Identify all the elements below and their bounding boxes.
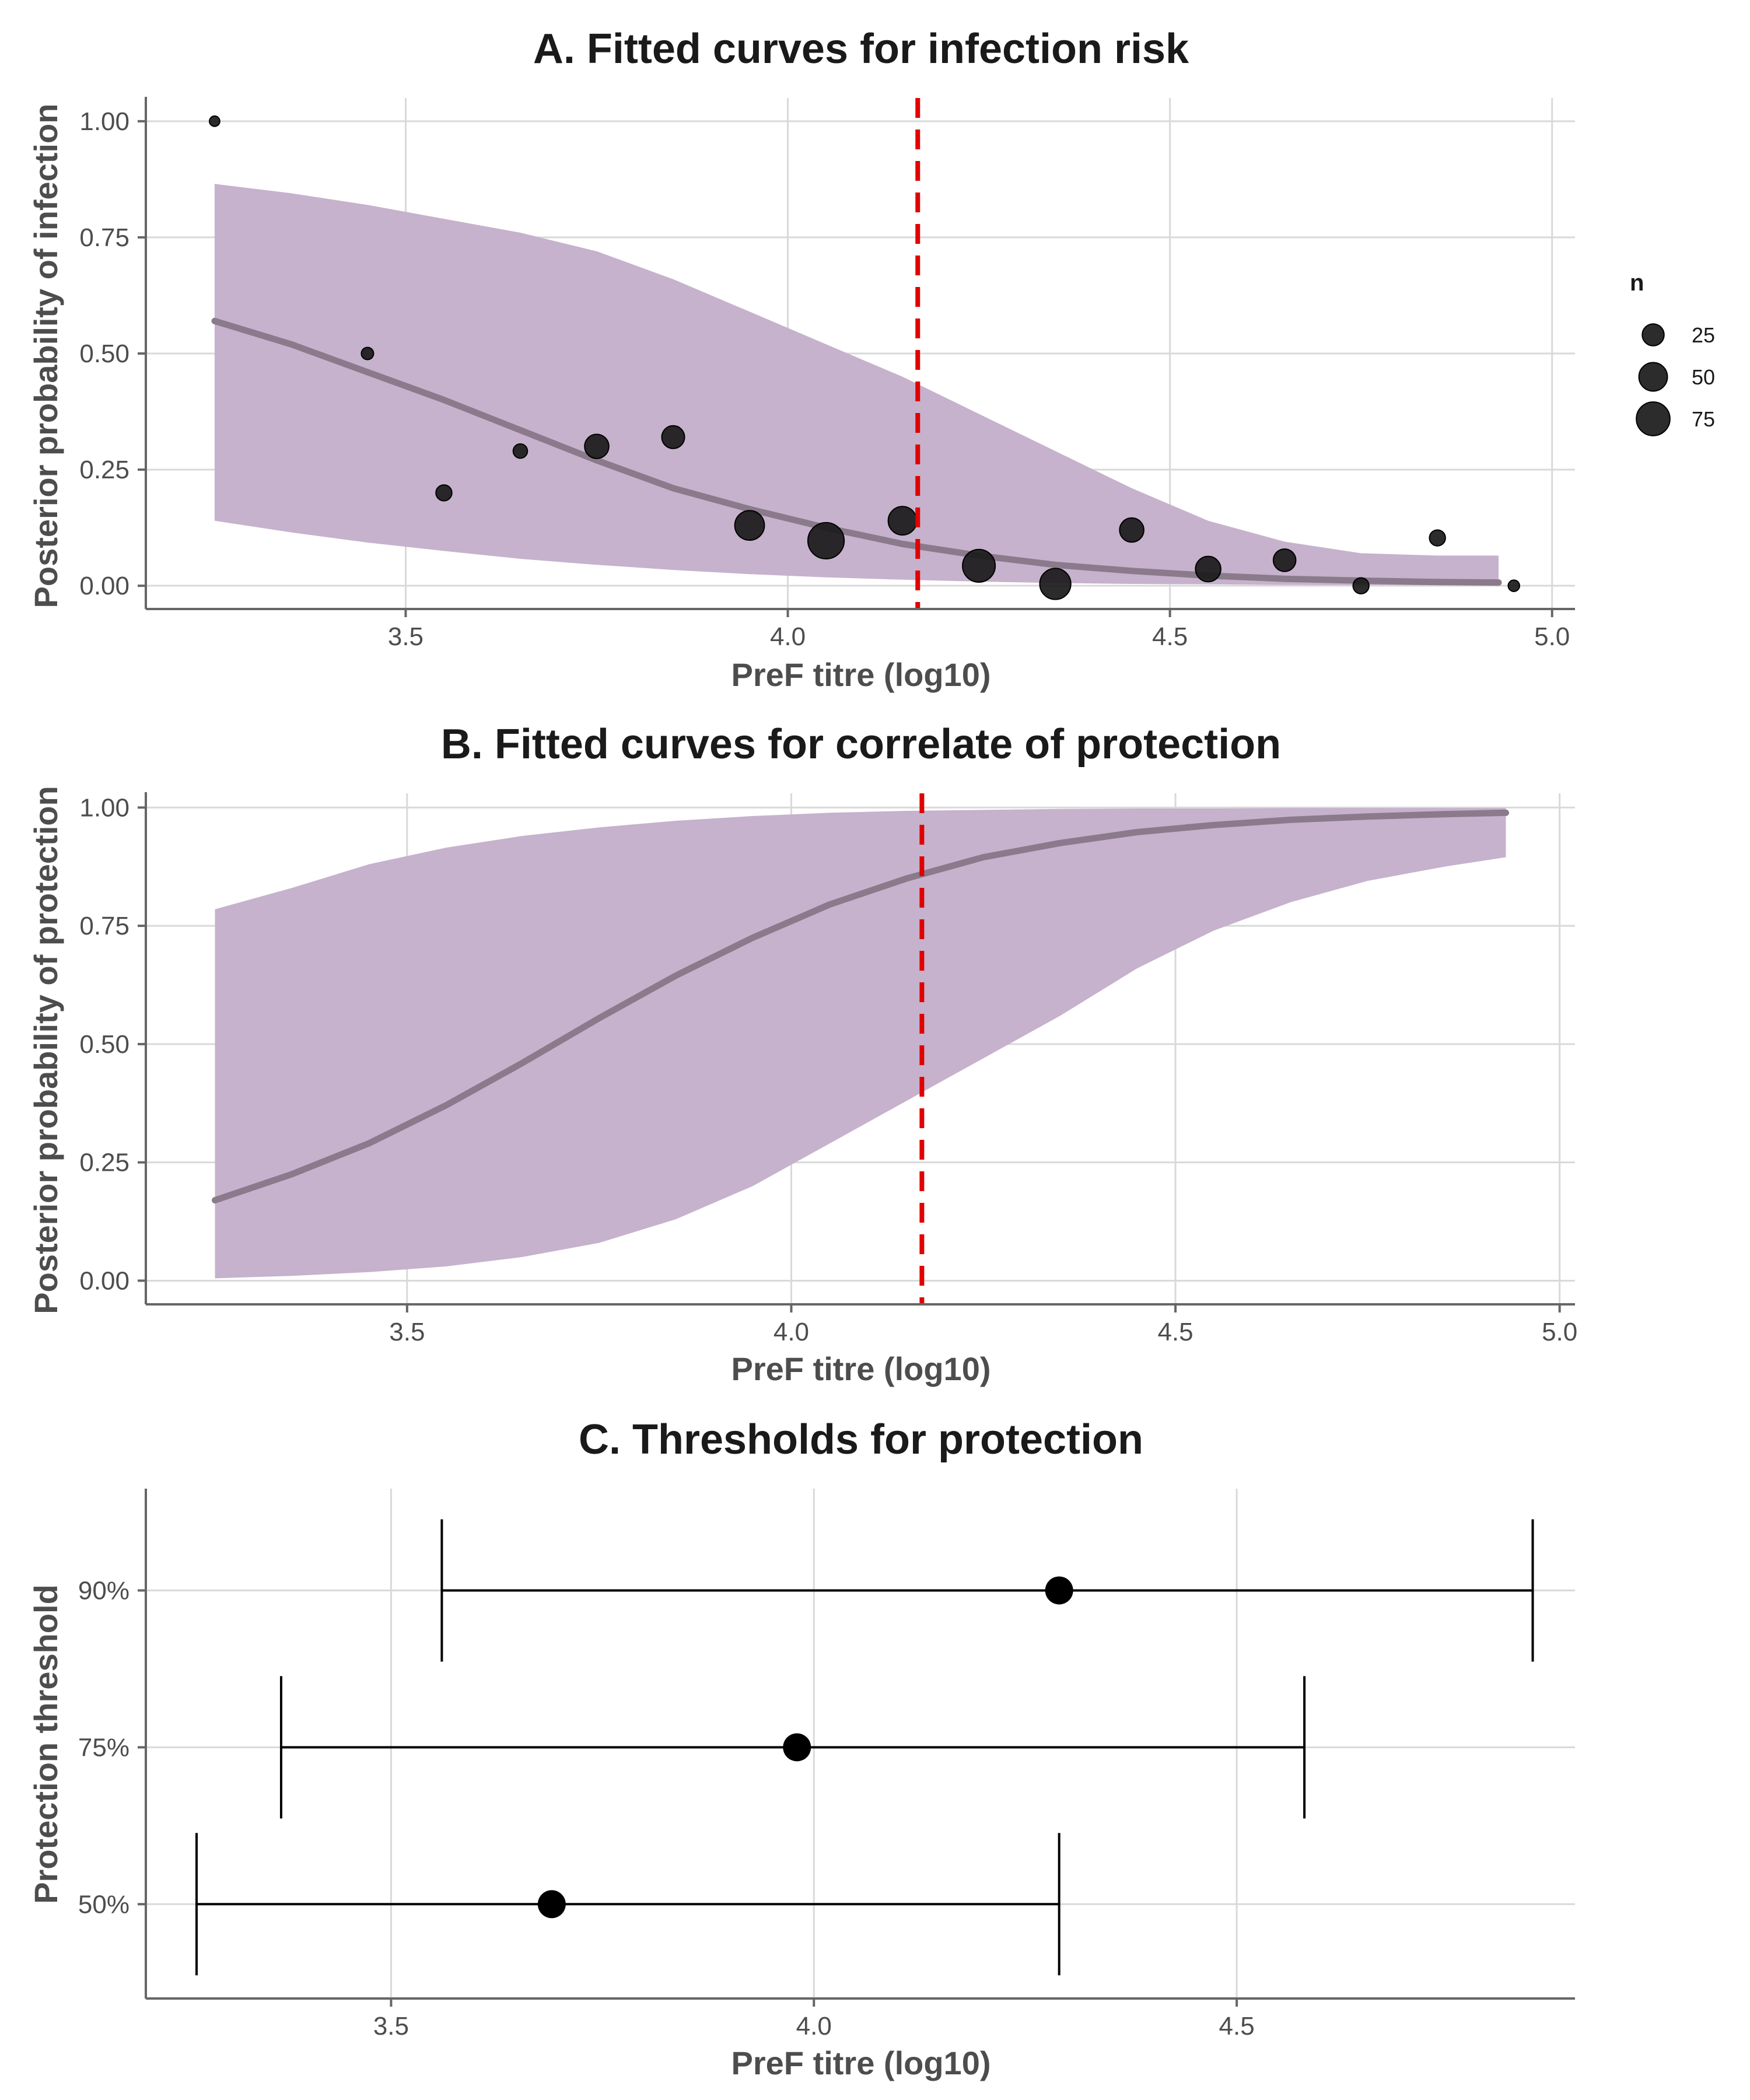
data-point	[962, 548, 996, 583]
panel-b-fitted-curve	[212, 809, 1509, 1204]
data-point	[807, 522, 845, 560]
panel-a-fitted-curve	[211, 317, 1502, 586]
y-tick-label: 0.75	[79, 223, 130, 252]
data-point	[1507, 579, 1520, 592]
posterior-median-line	[211, 317, 1502, 586]
data-point	[209, 115, 220, 127]
panel-b-x-axis-label: PreF titre (log10)	[732, 1350, 991, 1387]
x-tick-label: 4.0	[770, 622, 806, 651]
x-tick-label: 3.5	[389, 1318, 425, 1346]
x-tick-label: 5.0	[1534, 622, 1570, 651]
panel-b-credible-band	[215, 808, 1506, 1279]
panel-c-y-axis-label: Protection threshold	[27, 1584, 64, 1904]
panel-c-title: C. Thresholds for protection	[579, 1416, 1143, 1463]
threshold-estimate-50pct	[195, 1833, 1060, 1976]
x-tick-label: 4.5	[1219, 2012, 1255, 2041]
credible-band-area	[215, 808, 1506, 1279]
panel-a-infection-risk: A. Fitted curves for infection risk PreF…	[27, 26, 1715, 693]
data-point	[1195, 555, 1222, 583]
y-tick-label: 0.00	[79, 572, 130, 600]
y-tick-label: 0.25	[79, 1149, 130, 1177]
legend-key-circle	[1638, 362, 1668, 392]
data-point	[1119, 517, 1144, 543]
data-point	[1352, 577, 1370, 594]
panel-b-y-axis-label: Posterior probability of protection	[27, 786, 64, 1314]
threshold-estimate-75pct	[279, 1676, 1306, 1819]
x-tick-label: 4.0	[774, 1318, 809, 1346]
y-tick-label: 50%	[78, 1890, 130, 1919]
y-tick-label: 0.50	[79, 340, 130, 368]
x-tick-label: 3.5	[373, 2012, 409, 2041]
legend-key-circle	[1636, 401, 1671, 436]
legend-key-circle	[1642, 323, 1665, 346]
panel-a-axes	[138, 97, 1575, 617]
legend-title: n	[1630, 270, 1644, 296]
x-tick-label: 4.5	[1152, 622, 1188, 651]
size-legend: n 25 50 75	[1630, 270, 1715, 436]
threshold-estimate-90pct	[440, 1519, 1534, 1662]
data-point	[435, 484, 453, 502]
y-tick-label: 1.00	[79, 107, 130, 136]
panel-c-x-tick-labels: 3.5 4.0 4.5	[373, 2012, 1255, 2041]
y-tick-label: 0.25	[79, 456, 130, 484]
data-point	[734, 510, 765, 541]
panel-a-credible-band	[214, 184, 1499, 586]
panel-c-thresholds: C. Thresholds for protection PreF titre …	[27, 1416, 1575, 2081]
panel-a-y-tick-labels: 0.00 0.25 0.50 0.75 1.00	[79, 107, 130, 600]
data-point	[512, 443, 528, 459]
panel-c-y-tick-labels: 90% 75% 50%	[78, 1576, 130, 1919]
data-point	[1039, 568, 1072, 600]
legend-label: 25	[1692, 323, 1715, 347]
panel-b-axes	[138, 792, 1575, 1312]
panel-a-data-points	[209, 115, 1520, 600]
posterior-median-line	[212, 809, 1509, 1204]
data-point	[1272, 548, 1297, 572]
panel-a-x-axis-label: PreF titre (log10)	[732, 656, 991, 693]
data-point	[887, 506, 918, 536]
credible-band-area	[214, 184, 1499, 586]
y-tick-label: 75%	[78, 1733, 130, 1762]
panel-c-axes	[138, 1489, 1575, 2007]
x-tick-label: 4.5	[1157, 1318, 1193, 1346]
panel-b-y-tick-labels: 0.00 0.25 0.50 0.75 1.00	[79, 793, 130, 1295]
y-tick-label: 90%	[78, 1576, 130, 1605]
data-point	[1429, 529, 1446, 547]
panel-a-x-tick-labels: 3.5 4.0 4.5 5.0	[388, 622, 1570, 651]
panel-c-x-axis-label: PreF titre (log10)	[732, 2045, 991, 2081]
data-point	[584, 433, 610, 460]
point-estimate	[783, 1733, 811, 1762]
x-tick-label: 3.5	[388, 622, 424, 651]
x-tick-label: 5.0	[1542, 1318, 1577, 1346]
panel-b-x-tick-labels: 3.5 4.0 4.5 5.0	[389, 1318, 1577, 1346]
y-tick-label: 0.50	[79, 1030, 130, 1059]
legend-label: 50	[1692, 365, 1715, 389]
legend-label: 75	[1692, 407, 1715, 431]
y-tick-label: 1.00	[79, 793, 130, 822]
point-estimate	[1045, 1576, 1073, 1605]
point-estimate	[537, 1890, 566, 1919]
data-point	[360, 346, 374, 360]
panel-a-title: A. Fitted curves for infection risk	[533, 26, 1189, 72]
x-tick-label: 4.0	[796, 2012, 832, 2041]
y-tick-label: 0.75	[79, 912, 130, 940]
panel-c-error-bars	[195, 1519, 1534, 1976]
panel-b-correlate-of-protection: B. Fitted curves for correlate of protec…	[27, 721, 1577, 1387]
data-point	[661, 425, 685, 449]
y-tick-label: 0.00	[79, 1266, 130, 1295]
panel-a-y-axis-label: Posterior probability of infection	[27, 104, 64, 608]
panel-b-title: B. Fitted curves for correlate of protec…	[441, 721, 1281, 768]
